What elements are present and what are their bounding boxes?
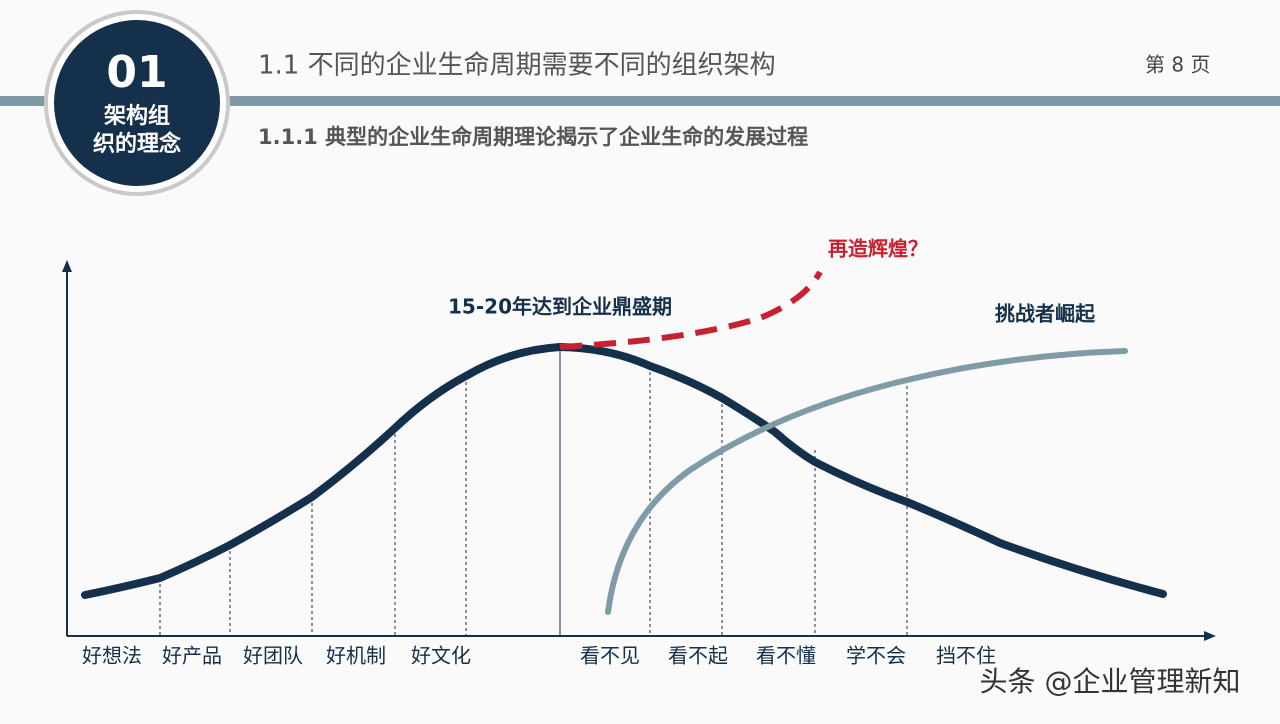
header-title: 1.1 不同的企业生命周期需要不同的组织架构 [258, 51, 776, 81]
subtitle: 1.1.1 典型的企业生命周期理论揭示了企业生命的发展过程 [258, 125, 808, 149]
axes [62, 260, 1216, 641]
stage-label: 好团队 [243, 644, 303, 668]
stage-label: 看不懂 [756, 644, 816, 668]
stage-labels: 好想法 好产品 好团队 好机制 好文化 看不见 看不起 看不懂 学不会 挡不住 [82, 644, 996, 668]
stage-label: 挡不住 [936, 644, 996, 668]
annotation: 15-20年达到企业鼎盛期 [448, 295, 672, 319]
badge [54, 20, 220, 186]
stage-label: 看不见 [580, 644, 640, 668]
annotation: 挑战者崛起 [995, 302, 1096, 326]
stage-dividers [159, 347, 908, 636]
challenger-curve [605, 348, 1128, 615]
badge-text: 织的理念 [93, 131, 181, 157]
arrow [1204, 631, 1216, 641]
page-number: 第 8 页 [1145, 53, 1210, 77]
stage-label: 看不起 [668, 644, 728, 668]
renewal-curve [559, 270, 823, 350]
stage-label: 好文化 [411, 644, 471, 668]
stage-label: 学不会 [846, 644, 906, 668]
badge-text: 架构组 [104, 103, 170, 129]
lifecycle-curve [81, 342, 1167, 599]
badge-number: 01 [106, 47, 167, 98]
stage-label: 好产品 [162, 644, 222, 668]
annotation: 再造辉煌？ [828, 237, 928, 261]
stage-label: 好机制 [326, 644, 386, 668]
arrow [62, 260, 72, 272]
header-bar [0, 96, 1280, 106]
watermark: 头条 @企业管理新知 [980, 665, 1241, 698]
stage-label: 好想法 [82, 644, 142, 668]
